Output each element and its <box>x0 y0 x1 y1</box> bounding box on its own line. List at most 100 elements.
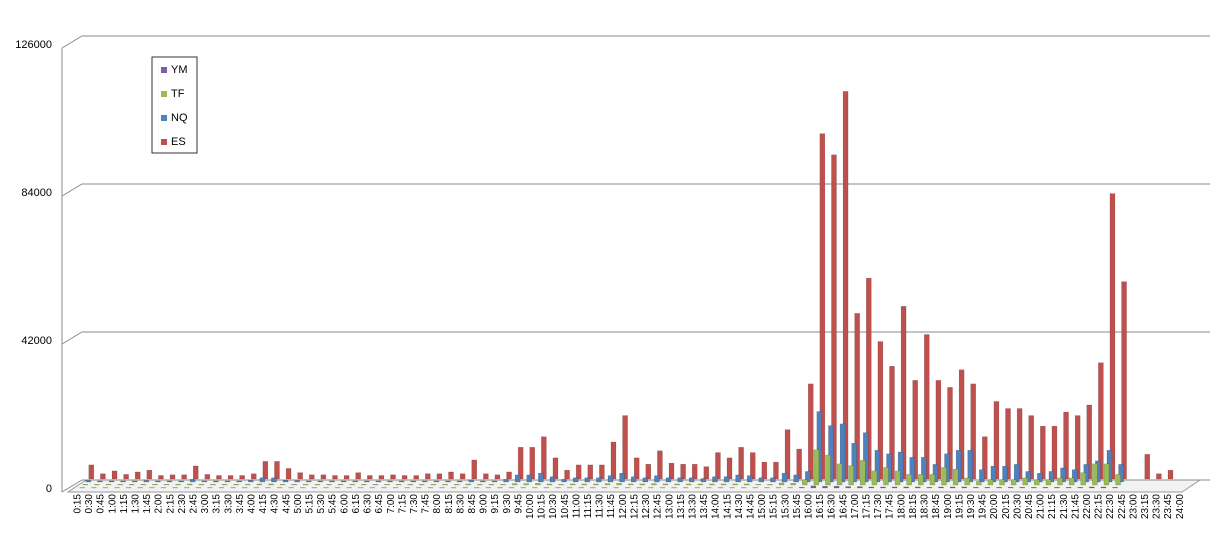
bar <box>746 475 753 483</box>
bar <box>111 470 118 480</box>
bar <box>459 473 466 480</box>
bar <box>851 442 857 483</box>
bar <box>1086 404 1093 480</box>
bar <box>926 487 933 489</box>
x-tick-label: 20:15 <box>1001 494 1012 519</box>
bar <box>1040 425 1046 480</box>
bar <box>410 480 416 483</box>
x-tick-label: 11:00 <box>571 494 582 519</box>
bar <box>117 484 123 486</box>
x-tick-label: 7:15 <box>397 494 408 514</box>
bar <box>491 480 498 483</box>
bar <box>1060 467 1066 483</box>
bar <box>123 474 129 480</box>
bar <box>1007 487 1014 489</box>
bar <box>477 484 483 486</box>
bar <box>1089 486 1095 489</box>
x-tick-label: 10:45 <box>560 494 571 519</box>
x-tick-label: 21:30 <box>1059 494 1070 519</box>
bar <box>860 460 866 486</box>
bar <box>97 480 103 483</box>
bar <box>1080 472 1087 486</box>
bar <box>433 480 440 483</box>
bar <box>819 133 826 480</box>
bar <box>268 483 274 486</box>
x-tick-label: 17:15 <box>862 494 873 519</box>
bar <box>1057 477 1063 486</box>
bar <box>703 466 710 480</box>
bar <box>984 487 991 489</box>
bar <box>166 480 173 483</box>
bar <box>233 484 239 486</box>
bar <box>100 473 106 480</box>
bar <box>526 474 533 483</box>
bar <box>627 483 634 486</box>
x-tick-label: 19:30 <box>966 494 977 519</box>
x-tick-label: 16:30 <box>827 494 838 519</box>
x-tick-label: 13:15 <box>676 494 687 519</box>
bar <box>1071 469 1078 483</box>
bar <box>1031 487 1037 489</box>
x-tick-label: 9:30 <box>502 494 513 514</box>
bar <box>1005 408 1011 480</box>
bar <box>973 487 979 489</box>
x-tick-label: 10:15 <box>537 494 548 519</box>
x-tick-label: 21:45 <box>1070 494 1081 519</box>
x-tick-label: 3:15 <box>212 494 223 514</box>
x-tick-label: 15:00 <box>757 494 768 519</box>
x-tick-label: 14:00 <box>711 494 722 519</box>
bar <box>1144 454 1151 480</box>
x-tick-label: 6:30 <box>363 494 374 514</box>
bar <box>677 477 683 483</box>
bar <box>248 479 254 483</box>
bar <box>665 477 672 483</box>
bar <box>979 469 985 483</box>
bar <box>517 447 524 480</box>
x-tick-label: 15:30 <box>780 494 791 519</box>
bar <box>529 447 536 480</box>
x-tick-label: 24:00 <box>1175 494 1186 519</box>
bar <box>224 480 231 483</box>
bar <box>378 475 385 480</box>
bar <box>639 483 646 486</box>
bar <box>903 486 909 489</box>
bar <box>587 464 594 480</box>
x-tick-label: 22:00 <box>1082 494 1093 519</box>
bar <box>828 425 834 483</box>
bar <box>317 480 324 483</box>
bar <box>924 334 930 480</box>
x-tick-label: 2:30 <box>177 494 188 514</box>
bar <box>816 411 823 483</box>
x-tick-label: 2:00 <box>154 494 165 514</box>
bar <box>738 447 744 480</box>
bar <box>836 463 843 486</box>
x-tick-label: 20:45 <box>1024 494 1035 519</box>
bar <box>175 484 181 486</box>
bar <box>355 472 361 480</box>
x-tick-label: 15:45 <box>792 494 803 519</box>
bar <box>294 480 300 483</box>
bar <box>274 461 280 480</box>
x-tick-label: 11:15 <box>583 494 594 519</box>
bar <box>735 474 741 483</box>
bar <box>361 484 367 486</box>
bar <box>506 471 512 480</box>
x-tick-label: 4:15 <box>258 494 269 514</box>
bar <box>961 486 967 489</box>
bar <box>1002 465 1008 483</box>
bar <box>732 483 738 486</box>
bar <box>575 464 582 480</box>
bar <box>425 473 431 480</box>
bar <box>480 480 486 483</box>
bar <box>503 478 509 483</box>
bar <box>541 436 547 480</box>
bar <box>227 475 234 480</box>
bar <box>958 369 965 480</box>
bar <box>282 479 289 483</box>
bar <box>894 470 901 486</box>
x-tick-label: 12:30 <box>641 494 652 519</box>
bar <box>952 468 959 486</box>
bar <box>82 484 89 486</box>
bar <box>453 484 460 486</box>
bar <box>770 477 776 483</box>
